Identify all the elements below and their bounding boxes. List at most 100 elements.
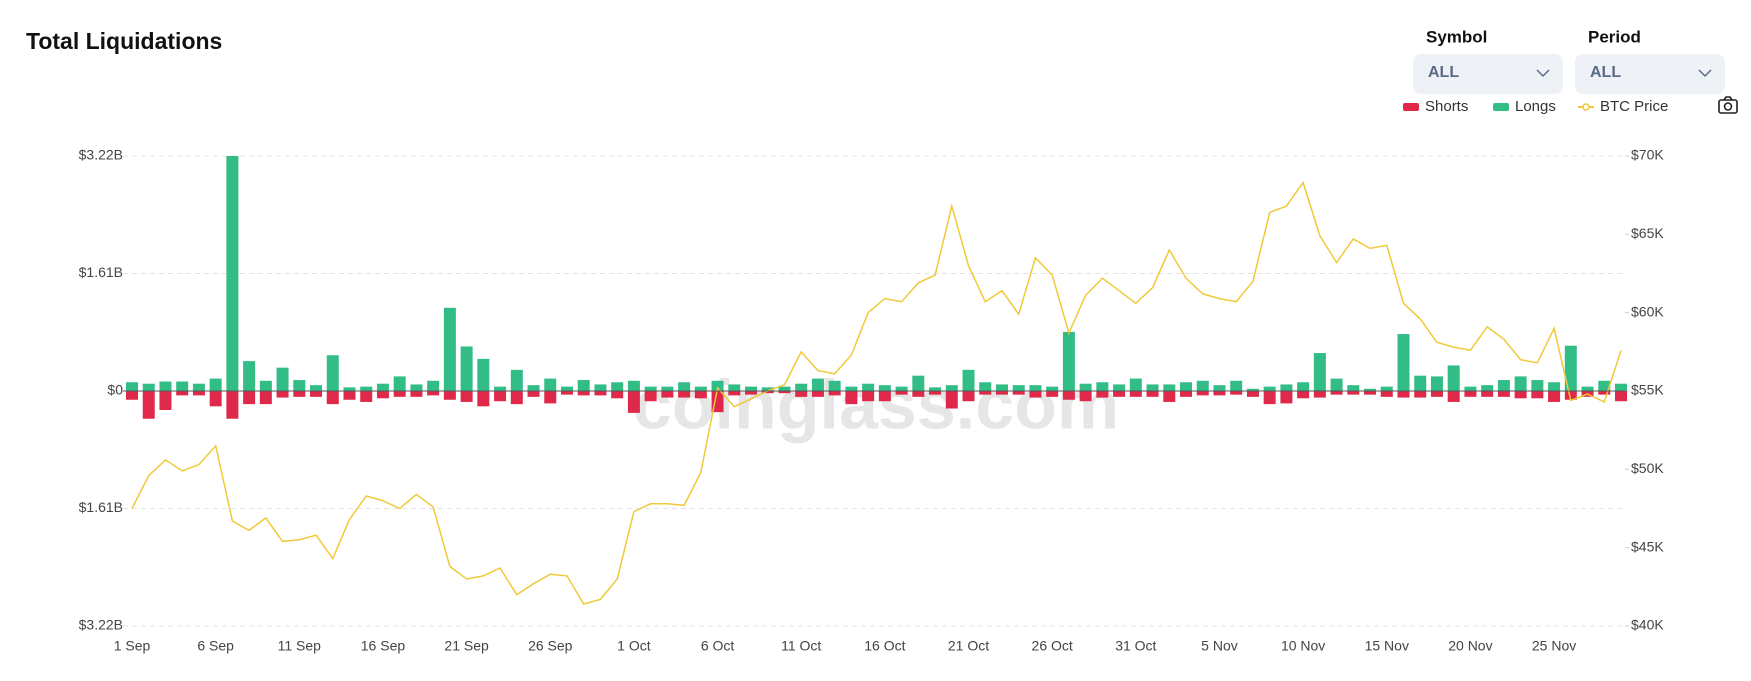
dropdown-value[interactable]: ALL	[1428, 64, 1459, 81]
bar	[276, 367, 289, 391]
bar	[1347, 385, 1360, 391]
bar	[1246, 391, 1259, 397]
y-tick-label: $0	[107, 382, 123, 398]
bar	[326, 391, 339, 405]
bar	[1481, 391, 1494, 397]
bar	[293, 391, 306, 397]
bar	[1146, 391, 1159, 397]
legend-label: Longs	[1515, 98, 1556, 115]
bar	[126, 391, 138, 400]
bar	[945, 391, 958, 409]
bar	[326, 355, 339, 391]
bar	[126, 382, 138, 391]
bar	[443, 391, 456, 400]
bar	[627, 391, 640, 413]
bar	[979, 382, 992, 391]
bar	[243, 391, 256, 405]
bar	[962, 369, 975, 391]
legend-item[interactable]: Longs	[1493, 98, 1556, 115]
bar	[192, 383, 205, 391]
camera-lens[interactable]	[1723, 102, 1733, 111]
bar	[995, 384, 1008, 391]
bar	[159, 381, 172, 391]
bar	[1615, 391, 1627, 402]
bar	[1364, 391, 1377, 395]
bar	[1029, 385, 1042, 391]
bar	[1062, 391, 1075, 400]
symbol-dropdown[interactable]: ALL	[1413, 54, 1563, 94]
bar	[1012, 385, 1025, 391]
bar	[1564, 391, 1577, 400]
bar	[1564, 345, 1577, 391]
x-tick-label: 20 Nov	[1448, 638, 1492, 654]
bar	[360, 391, 373, 402]
bar	[226, 156, 239, 391]
bar	[1464, 386, 1477, 391]
bar	[828, 380, 841, 391]
bar	[795, 391, 808, 397]
bar	[1598, 391, 1611, 395]
period-dropdown[interactable]: ALL	[1575, 54, 1725, 94]
bar	[1263, 386, 1276, 391]
bar	[560, 386, 573, 391]
bar	[962, 391, 975, 402]
bar	[862, 391, 875, 402]
camera-top	[1723, 96, 1733, 101]
bar	[627, 380, 640, 391]
bar	[209, 391, 222, 407]
bar	[477, 358, 490, 391]
bar	[1180, 391, 1193, 397]
bar	[1230, 391, 1243, 395]
bar	[1046, 386, 1059, 391]
chart-title: Total Liquidations	[26, 28, 222, 54]
bar	[276, 391, 289, 398]
dropdown-box[interactable]	[1413, 54, 1563, 94]
bar	[310, 391, 323, 397]
bar	[1548, 391, 1561, 402]
bar	[694, 386, 707, 391]
y2-tick-label: $55K	[1631, 382, 1664, 398]
bar	[577, 380, 590, 391]
x-tick-label: 1 Sep	[114, 638, 151, 654]
bar	[1397, 391, 1410, 398]
bar	[1313, 353, 1326, 391]
bar	[1213, 385, 1226, 391]
camera-icon[interactable]	[1718, 96, 1738, 114]
bar	[694, 391, 707, 399]
bar	[778, 386, 791, 391]
bar	[1062, 331, 1075, 391]
bar	[1481, 385, 1494, 391]
bar	[1146, 384, 1159, 391]
bar	[1163, 384, 1176, 391]
x-tick-label: 16 Sep	[361, 638, 406, 654]
dropdown-box[interactable]	[1575, 54, 1725, 94]
bar	[845, 391, 858, 405]
camera-body[interactable]	[1718, 99, 1738, 114]
bar	[1129, 391, 1142, 397]
legend-item[interactable]: BTC Price	[1578, 98, 1668, 115]
control-label: Period	[1588, 27, 1641, 46]
bar	[460, 391, 473, 402]
y-tick-label: $1.61B	[79, 264, 123, 280]
bar	[310, 385, 323, 391]
bar	[811, 391, 824, 397]
price-line	[131, 180, 1622, 605]
bar	[878, 385, 891, 391]
bar	[1330, 378, 1343, 391]
bar	[142, 383, 155, 391]
bar	[410, 384, 423, 391]
dropdown-value[interactable]: ALL	[1590, 64, 1621, 81]
bar	[1414, 375, 1427, 391]
bar	[1397, 334, 1410, 391]
bar	[778, 391, 791, 394]
bar	[862, 383, 875, 391]
legend-swatch	[1493, 103, 1509, 111]
x-tick-label: 5 Nov	[1201, 638, 1238, 654]
y-tick-label: $3.22B	[79, 617, 123, 633]
watermark: coinglass.com	[633, 365, 1119, 443]
bar	[343, 391, 356, 400]
legend-item[interactable]: Shorts	[1403, 98, 1468, 115]
control-label: Symbol	[1426, 27, 1487, 46]
bar	[1313, 391, 1326, 398]
